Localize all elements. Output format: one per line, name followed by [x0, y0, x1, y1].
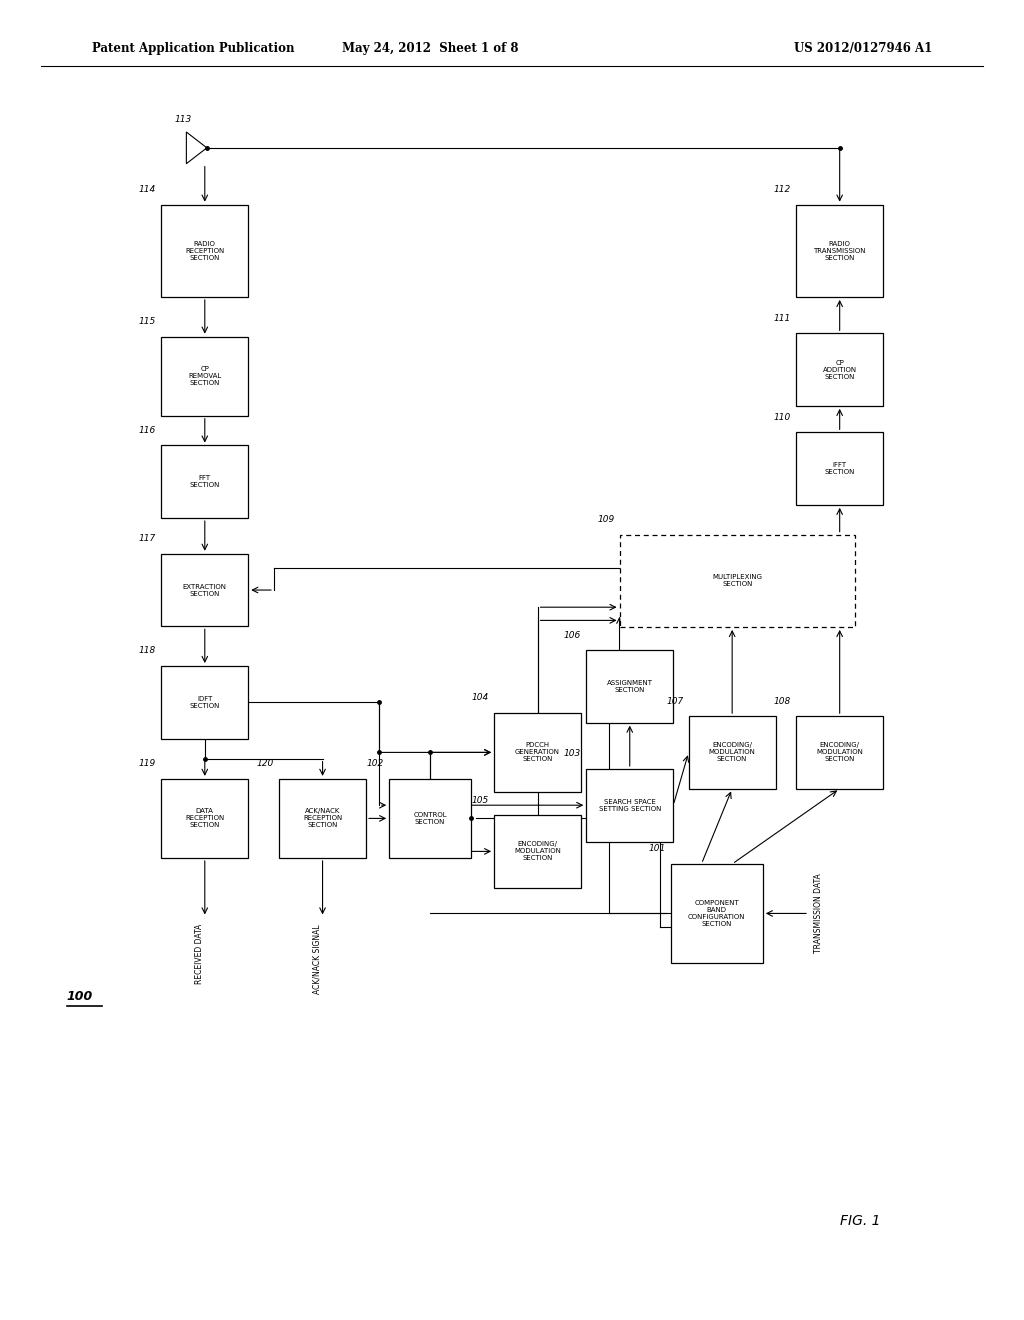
Text: ACK/NACK SIGNAL: ACK/NACK SIGNAL — [313, 924, 322, 994]
Text: 101: 101 — [648, 845, 666, 854]
Text: 103: 103 — [564, 750, 582, 758]
Text: 116: 116 — [139, 426, 156, 436]
Text: 102: 102 — [367, 759, 384, 768]
Bar — [162, 337, 248, 416]
Bar — [495, 713, 582, 792]
Text: ACK/NACK
RECEPTION
SECTION: ACK/NACK RECEPTION SECTION — [303, 808, 342, 829]
Text: DATA
RECEPTION
SECTION: DATA RECEPTION SECTION — [185, 808, 224, 829]
Bar — [586, 768, 674, 842]
Bar — [797, 433, 883, 504]
Text: PDCCH
GENERATION
SECTION: PDCCH GENERATION SECTION — [515, 742, 560, 763]
Text: 112: 112 — [774, 185, 791, 194]
Text: EXTRACTION
SECTION: EXTRACTION SECTION — [183, 583, 226, 597]
Text: 119: 119 — [139, 759, 156, 768]
Bar — [162, 445, 248, 517]
Text: ASSIGNMENT
SECTION: ASSIGNMENT SECTION — [607, 680, 652, 693]
Text: 106: 106 — [564, 631, 582, 640]
Text: 108: 108 — [774, 697, 791, 705]
Text: COMPONENT
BAND
CONFIGURATION
SECTION: COMPONENT BAND CONFIGURATION SECTION — [688, 900, 745, 927]
Text: 105: 105 — [472, 796, 489, 804]
Text: ENCODING/
MODULATION
SECTION: ENCODING/ MODULATION SECTION — [816, 742, 863, 763]
Bar — [620, 535, 855, 627]
Bar — [389, 779, 471, 858]
Text: 104: 104 — [472, 693, 489, 702]
Text: US 2012/0127946 A1: US 2012/0127946 A1 — [794, 42, 932, 55]
Text: FIG. 1: FIG. 1 — [840, 1214, 881, 1228]
Text: ENCODING/
MODULATION
SECTION: ENCODING/ MODULATION SECTION — [514, 841, 561, 862]
Text: 100: 100 — [67, 990, 93, 1003]
Text: CP
ADDITION
SECTION: CP ADDITION SECTION — [822, 359, 857, 380]
Bar — [688, 715, 776, 789]
Text: RADIO
RECEPTION
SECTION: RADIO RECEPTION SECTION — [185, 240, 224, 261]
Bar — [162, 553, 248, 626]
Bar — [162, 665, 248, 739]
Text: IFFT
SECTION: IFFT SECTION — [824, 462, 855, 475]
Bar — [797, 205, 883, 297]
Text: 115: 115 — [139, 317, 156, 326]
Bar — [162, 779, 248, 858]
Text: IDFT
SECTION: IDFT SECTION — [189, 696, 220, 709]
Bar — [279, 779, 367, 858]
Text: MULTIPLEXING
SECTION: MULTIPLEXING SECTION — [713, 574, 762, 587]
Text: FFT
SECTION: FFT SECTION — [189, 475, 220, 488]
Bar — [797, 715, 883, 789]
Bar — [797, 333, 883, 407]
Text: May 24, 2012  Sheet 1 of 8: May 24, 2012 Sheet 1 of 8 — [342, 42, 518, 55]
Text: CP
REMOVAL
SECTION: CP REMOVAL SECTION — [188, 366, 221, 387]
Bar — [495, 814, 582, 888]
Text: 114: 114 — [139, 185, 156, 194]
Text: RECEIVED DATA: RECEIVED DATA — [196, 924, 204, 985]
Text: SEARCH SPACE
SETTING SECTION: SEARCH SPACE SETTING SECTION — [599, 799, 660, 812]
Bar — [586, 651, 674, 723]
Text: 109: 109 — [597, 515, 614, 524]
Text: 118: 118 — [139, 647, 156, 655]
Text: Patent Application Publication: Patent Application Publication — [92, 42, 295, 55]
Text: 117: 117 — [139, 535, 156, 544]
Bar — [671, 865, 763, 964]
Text: 107: 107 — [667, 697, 684, 705]
Text: RADIO
TRANSMISSION
SECTION: RADIO TRANSMISSION SECTION — [813, 240, 866, 261]
Text: 111: 111 — [774, 314, 791, 323]
Text: 110: 110 — [774, 413, 791, 422]
Text: CONTROL
SECTION: CONTROL SECTION — [414, 812, 446, 825]
Bar — [162, 205, 248, 297]
Text: 113: 113 — [174, 115, 191, 124]
Text: 120: 120 — [257, 759, 274, 768]
Text: TRANSMISSION DATA: TRANSMISSION DATA — [814, 874, 823, 953]
Text: ENCODING/
MODULATION
SECTION: ENCODING/ MODULATION SECTION — [709, 742, 756, 763]
